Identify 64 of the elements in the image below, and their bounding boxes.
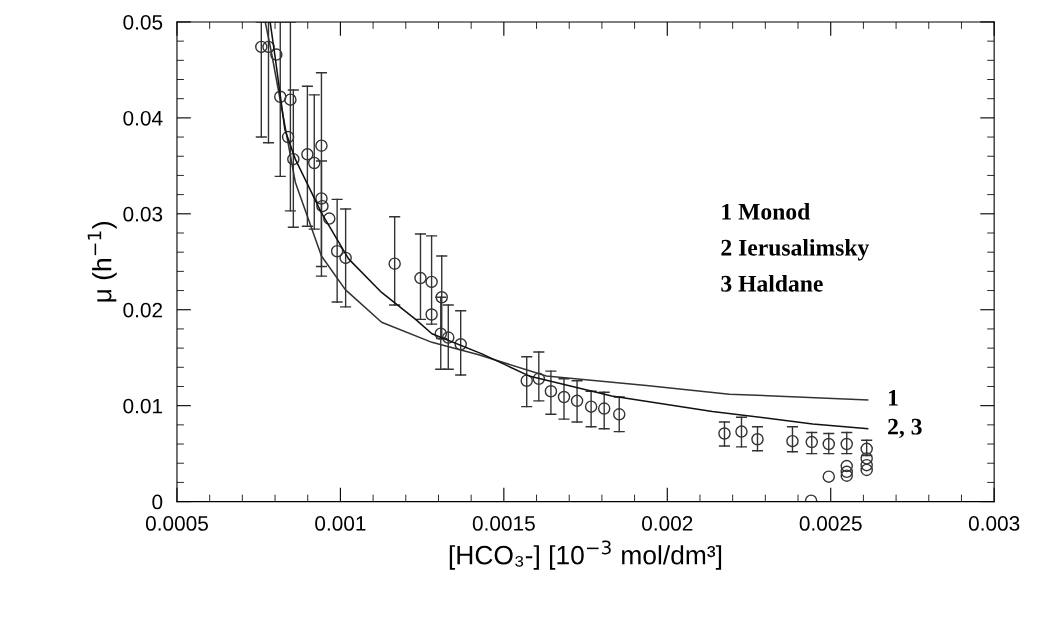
y-tick-label: 0.01 <box>123 398 163 414</box>
x-tick-label: 0.0025 <box>799 516 862 531</box>
y-tick-label: 0.04 <box>123 110 163 126</box>
y-tick-label: 0.02 <box>123 302 163 318</box>
point <box>805 435 819 449</box>
point <box>860 452 873 465</box>
x-tick-label: 0.0005 <box>145 516 208 531</box>
point <box>425 308 438 321</box>
x-axis-title: [HCO₃-] [10$^{−3}$ mol/dm³] <box>449 540 722 570</box>
point <box>840 437 853 451</box>
x-tick-label: 0.0015 <box>472 516 535 531</box>
x-tick-label: 0.003 <box>968 516 1020 531</box>
point <box>270 48 283 61</box>
point <box>840 465 853 479</box>
point <box>255 40 268 54</box>
y-axis-title: μ (h$^{−1}$) <box>87 221 117 302</box>
series-label: 2, 3 <box>888 418 922 439</box>
point <box>860 463 873 477</box>
x-tick-label: 0.002 <box>642 516 693 531</box>
point <box>557 390 571 404</box>
point <box>339 251 352 265</box>
point <box>434 327 448 340</box>
point <box>435 291 448 304</box>
point <box>718 427 731 440</box>
point <box>532 372 546 386</box>
point <box>840 459 853 473</box>
point <box>584 400 598 413</box>
point <box>612 408 626 421</box>
point <box>840 469 853 482</box>
point <box>442 331 455 344</box>
point <box>301 148 314 161</box>
point <box>262 40 275 54</box>
point <box>520 374 533 387</box>
point <box>330 244 344 258</box>
point <box>822 470 836 483</box>
point <box>454 338 467 351</box>
point <box>786 434 799 448</box>
point <box>323 212 336 225</box>
point <box>315 192 328 205</box>
point <box>822 437 836 451</box>
point <box>308 156 321 170</box>
y-tick-label: 0.03 <box>123 206 163 222</box>
point <box>284 93 297 106</box>
point <box>388 257 401 270</box>
y-tick-label: 0.05 <box>123 14 163 30</box>
point <box>274 90 287 104</box>
point <box>425 275 438 289</box>
point <box>414 271 427 285</box>
point <box>751 432 764 446</box>
point <box>316 199 329 213</box>
point <box>287 152 300 166</box>
series-label: 1 <box>888 390 898 406</box>
annotation: 1 Monod <box>722 203 810 220</box>
x-tick-label: 0.001 <box>315 516 366 531</box>
point <box>281 130 295 144</box>
point <box>315 139 328 152</box>
point <box>570 394 584 408</box>
point <box>597 402 611 415</box>
point <box>544 385 558 398</box>
point <box>735 425 748 438</box>
point <box>860 458 873 472</box>
y-tick-label: 0 <box>152 494 163 510</box>
annotation: 3 Haldane <box>721 275 823 292</box>
annotation: 2 Ierusalimsky <box>721 239 870 261</box>
